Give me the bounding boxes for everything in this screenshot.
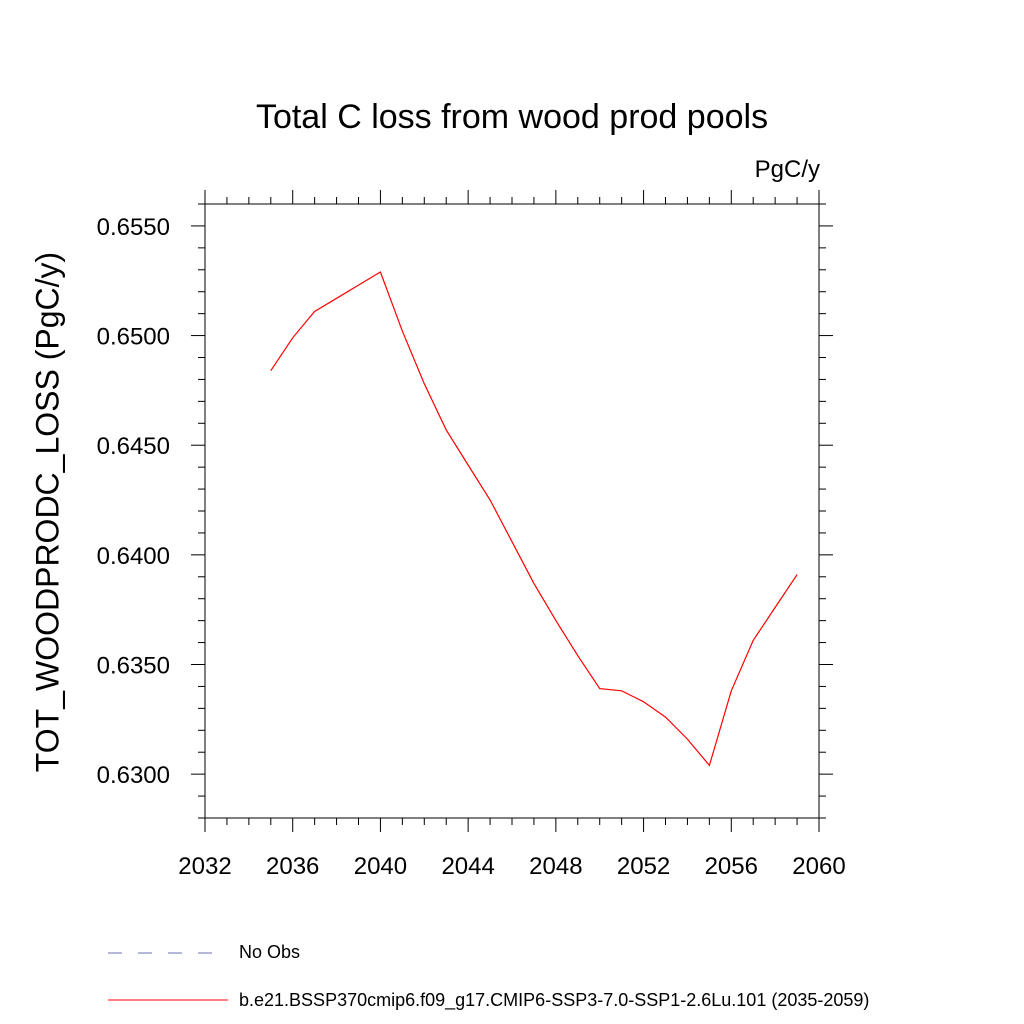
x-tick-label: 2052 bbox=[617, 853, 670, 880]
x-tick-label: 2036 bbox=[266, 853, 319, 880]
y-tick-label: 0.6500 bbox=[97, 324, 170, 351]
y-tick-label: 0.6450 bbox=[97, 433, 170, 460]
x-tick-label: 2056 bbox=[705, 853, 758, 880]
legend-label-series: b.e21.BSSP370cmip6.f09_g17.CMIP6-SSP3-7.… bbox=[239, 990, 870, 1010]
y-tick-label: 0.6400 bbox=[97, 543, 170, 570]
x-tick-label: 2040 bbox=[354, 853, 407, 880]
series-line bbox=[270, 271, 798, 767]
y-tick-label: 0.6550 bbox=[97, 214, 170, 241]
x-tick-label: 2044 bbox=[441, 853, 494, 880]
plot-frame bbox=[204, 203, 820, 819]
x-tick-label: 2048 bbox=[529, 853, 582, 880]
y-tick-label: 0.6350 bbox=[97, 653, 170, 680]
x-tick-label: 2060 bbox=[792, 853, 845, 880]
chart-title: Total C loss from wood prod pools bbox=[255, 98, 769, 136]
legend-label-no-obs: No Obs bbox=[239, 942, 301, 962]
y-tick-label: 0.6300 bbox=[97, 762, 170, 789]
units-label: PgC/y bbox=[754, 156, 820, 183]
x-tick-label: 2032 bbox=[178, 853, 231, 880]
